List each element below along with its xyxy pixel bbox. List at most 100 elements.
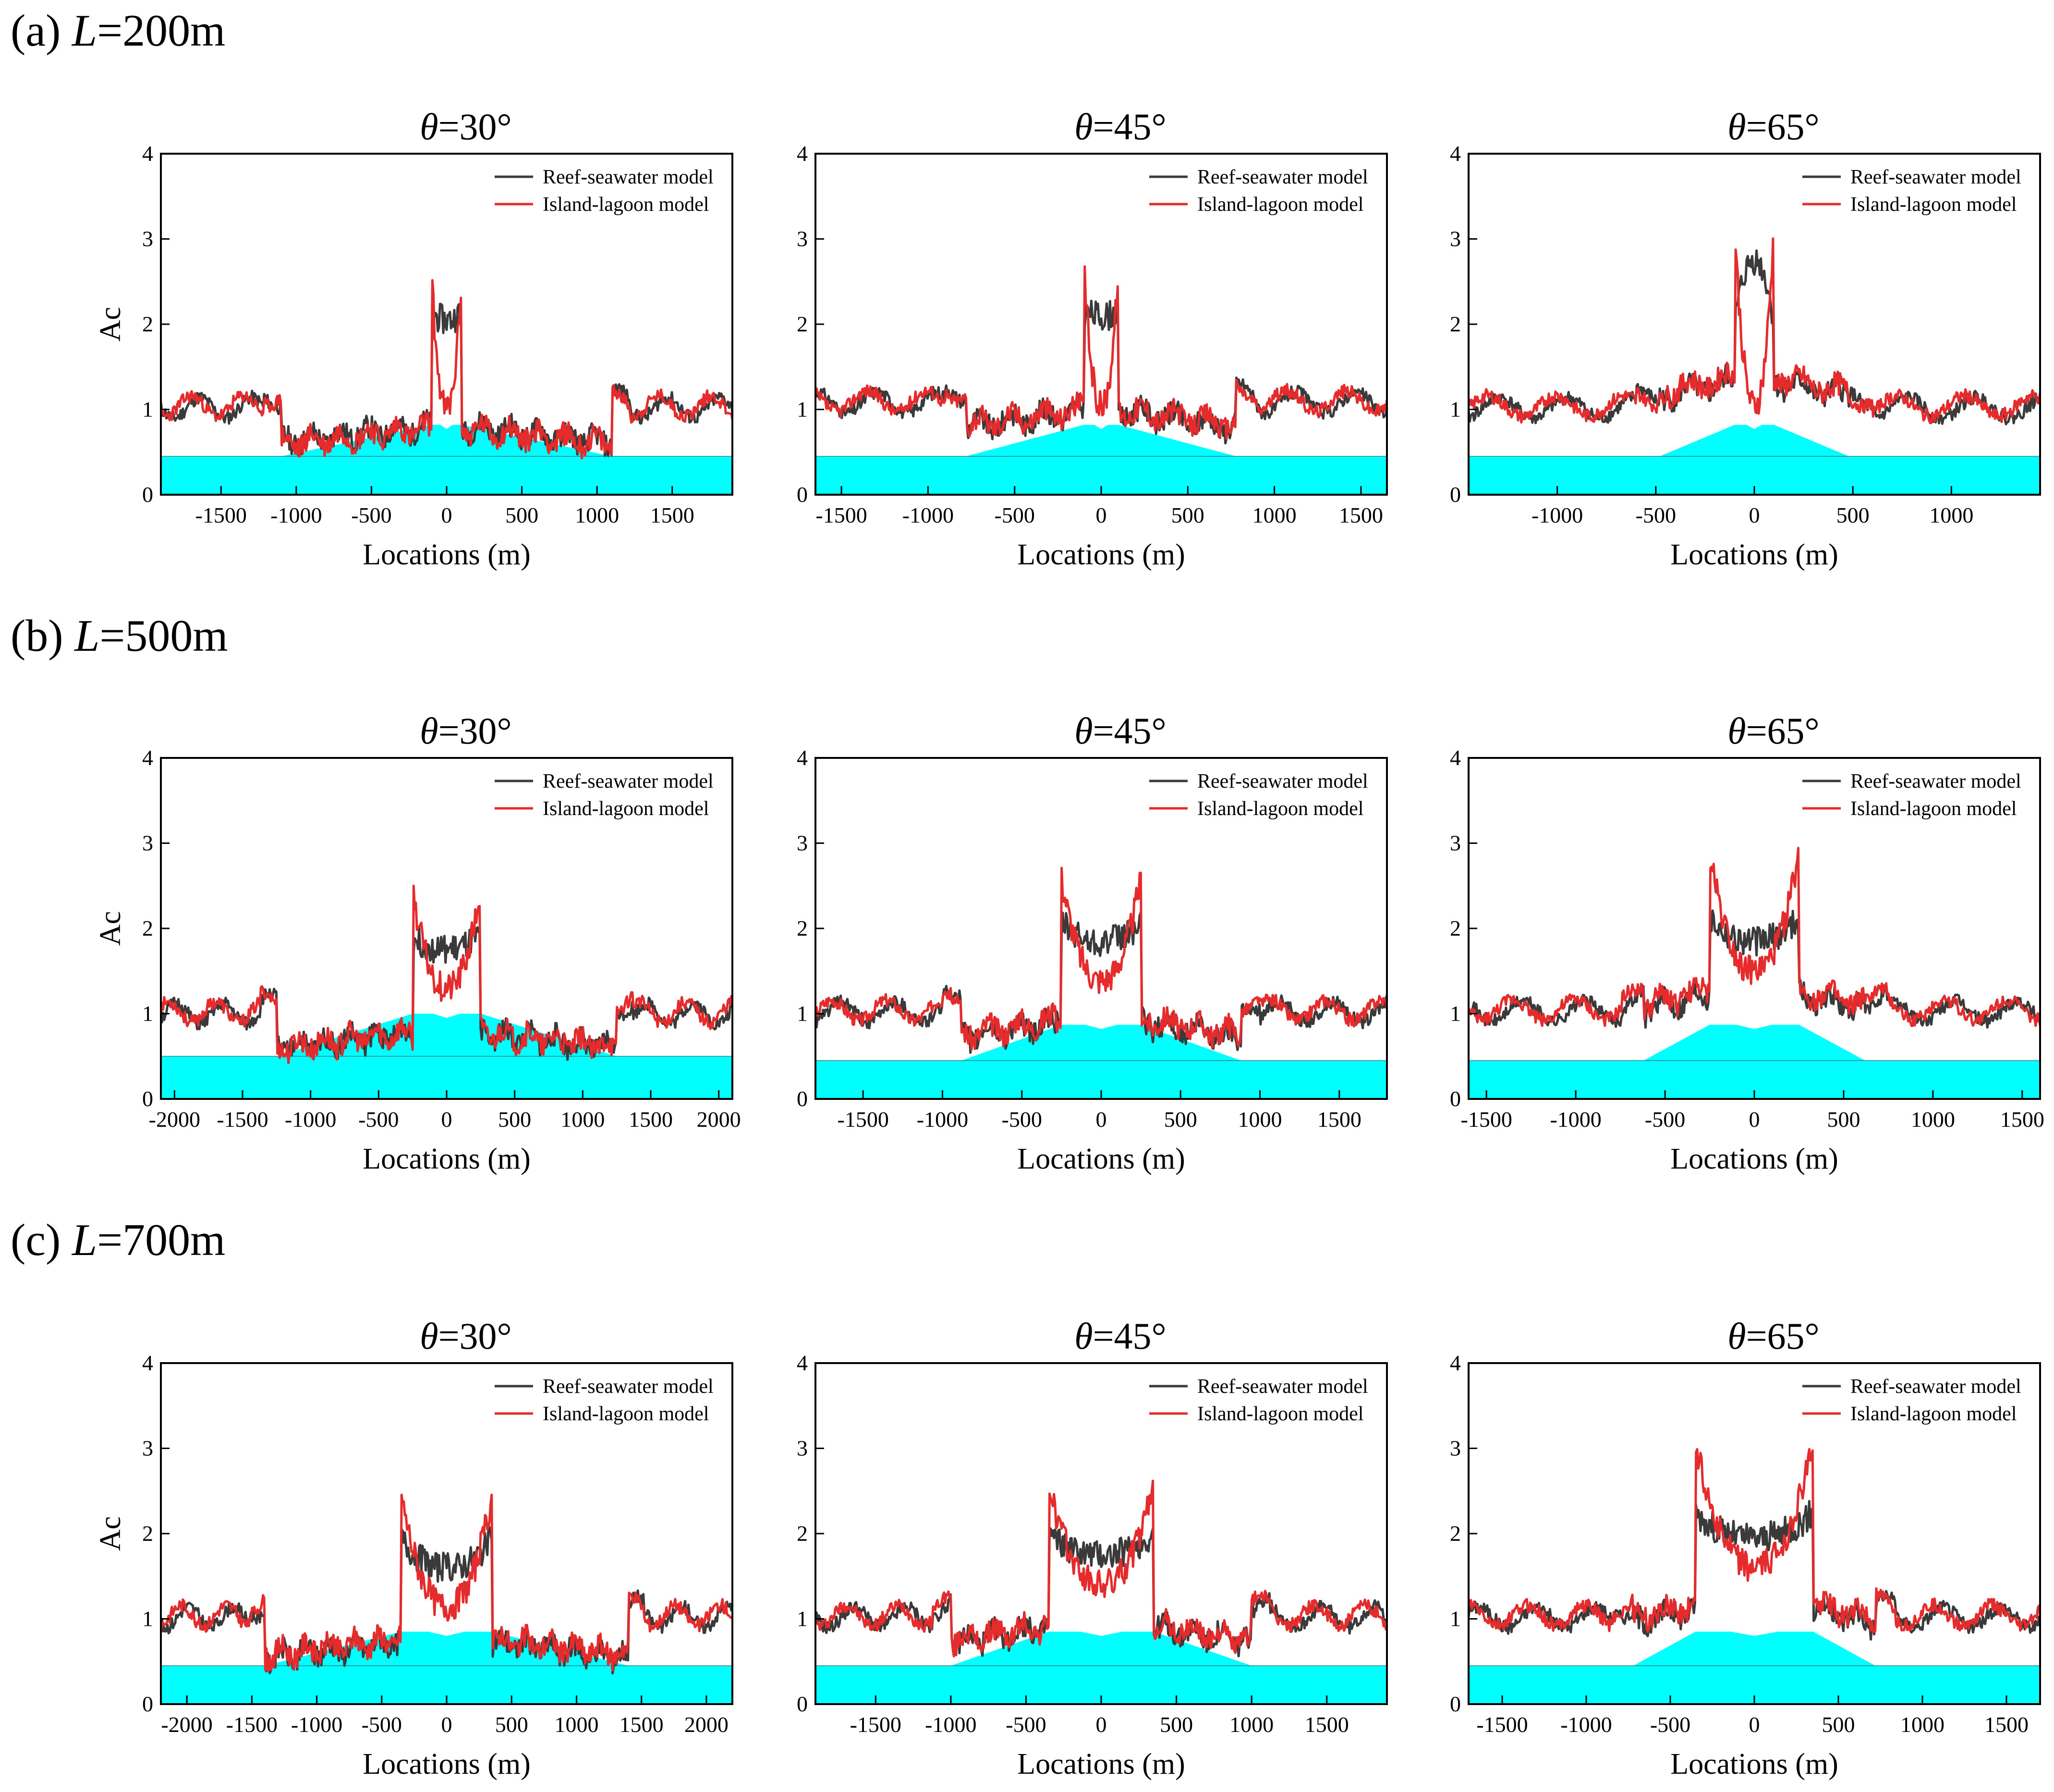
island-lagoon-series: [161, 884, 732, 1064]
x-tick-label: 1000: [1911, 1107, 1955, 1132]
panel-title: θ=65°: [1727, 710, 1820, 752]
x-tick-label: 500: [498, 1107, 531, 1132]
reef-seawater-series: [1469, 909, 2040, 1029]
x-tick-label: 1000: [1252, 503, 1297, 527]
x-tick-label: 1000: [1229, 1712, 1274, 1737]
row-label-variable: L: [71, 6, 97, 56]
legend: Reef-seawater model Island-lagoon model: [1802, 1376, 2021, 1425]
x-tick-label: 0: [1096, 1107, 1107, 1132]
y-tick-label: 1: [142, 397, 153, 422]
island-lagoon-series: [1469, 1448, 2040, 1634]
y-tick-label: 4: [1450, 1351, 1461, 1375]
panel-1-1: θ=30° 0 1 2 3 4 -1500 -1000 -500 0 500 1000 1500 Loca…: [94, 106, 733, 571]
reef-profile-fill: [161, 1632, 732, 1704]
legend-reef-label: Reef-seawater model: [1197, 166, 1368, 188]
panel-title: θ=65°: [1727, 106, 1820, 147]
x-tick-label: -1000: [1560, 1712, 1612, 1737]
legend-reef-label: Reef-seawater model: [1850, 1376, 2021, 1398]
x-tick-label: 1000: [554, 1712, 598, 1737]
panel-title: θ=45°: [1074, 106, 1167, 147]
panel-title-value: =65°: [1746, 710, 1820, 752]
x-tick-label: 500: [1160, 1712, 1193, 1737]
panel-title-variable: θ: [1074, 106, 1093, 147]
y-tick-label: 1: [142, 1607, 153, 1631]
plot-area: [1469, 847, 2040, 1099]
y-axis-label: Ac: [94, 911, 127, 946]
y-tick-label: 0: [797, 482, 808, 507]
panel-title-value: =30°: [438, 1315, 512, 1357]
x-tick-label: 1500: [650, 503, 694, 527]
row-label-value: =700m: [97, 1215, 225, 1265]
x-axis-label: Locations (m): [1017, 1143, 1185, 1175]
row-label-value: =500m: [99, 611, 228, 661]
y-tick-label: 4: [1450, 745, 1461, 770]
panel-3-2: θ=45° 0 1 2 3 4 -1500 -1000 -500 0 500 1000 1500 Loca…: [797, 1315, 1388, 1780]
x-tick-label: 1000: [1929, 503, 1973, 527]
legend-lagoon-label: Island-lagoon model: [1850, 798, 2017, 820]
panel-2-1: θ=30° 0 1 2 3 4 -2000 -1500 -1000 -500 0 500 1000 150…: [94, 710, 741, 1175]
x-tick-label: -2000: [161, 1712, 212, 1737]
x-tick-label: -1500: [226, 1712, 278, 1737]
legend: Reef-seawater model Island-lagoon model: [1802, 166, 2021, 216]
panel-title-value: =65°: [1746, 106, 1820, 147]
plot-area: [1469, 237, 2040, 495]
plot-area: [815, 1479, 1387, 1704]
row-label-text: (b) L=500m: [11, 611, 228, 661]
panel-title-value: =30°: [438, 710, 512, 752]
x-axis-label: Locations (m): [1670, 1143, 1838, 1175]
panel-1-2: θ=45° 0 1 2 3 4 -1500 -1000 -500 0 500 1000 1500 Loca…: [797, 106, 1388, 571]
x-tick-label: 1000: [1238, 1107, 1282, 1132]
panel-2-2: θ=45° 0 1 2 3 4 -1500 -1000 -500 0 500 1000 1500 Loca…: [797, 710, 1388, 1175]
y-tick-label: 2: [797, 1521, 808, 1546]
panel-1-3: θ=65° 0 1 2 3 4 -1000 -500 0 500 1000 Locations (m)…: [1450, 106, 2041, 571]
row-label-prefix: (b): [11, 611, 74, 661]
x-tick-label: -1500: [850, 1712, 901, 1737]
x-tick-label: -500: [1636, 503, 1676, 527]
legend: Reef-seawater model Island-lagoon model: [1802, 770, 2021, 820]
row-label-prefix: (a): [11, 6, 72, 56]
x-tick-label: 0: [1096, 503, 1107, 527]
reef-profile-fill: [161, 425, 732, 495]
legend-lagoon-label: Island-lagoon model: [1850, 194, 2017, 216]
plot-area: [815, 265, 1387, 495]
x-tick-label: -500: [358, 1107, 399, 1132]
panel-title-variable: θ: [1727, 1315, 1746, 1357]
x-tick-label: -1500: [1461, 1107, 1512, 1132]
legend-lagoon-label: Island-lagoon model: [543, 798, 709, 820]
y-axis-label: Ac: [94, 1516, 127, 1551]
x-tick-label: 1500: [2000, 1107, 2044, 1132]
panel-title-value: =30°: [438, 106, 512, 147]
y-tick-label: 3: [142, 1436, 153, 1461]
x-tick-label: 0: [1749, 1712, 1760, 1737]
x-tick-label: 0: [441, 503, 452, 527]
x-tick-label: 500: [505, 503, 538, 527]
panel-title-value: =45°: [1093, 710, 1167, 752]
legend-reef-label: Reef-seawater model: [1850, 166, 2021, 188]
x-tick-label: 500: [1827, 1107, 1860, 1132]
reef-profile-fill: [1469, 1024, 2040, 1099]
x-tick-label: -1500: [217, 1107, 268, 1132]
y-tick-label: 0: [1450, 1086, 1461, 1111]
panel-title: θ=30°: [420, 1315, 512, 1357]
panel-title-variable: θ: [420, 710, 438, 752]
x-tick-label: 1000: [1900, 1712, 1945, 1737]
plot-area: [161, 884, 732, 1099]
y-tick-label: 3: [1450, 227, 1461, 251]
row-label-text: (c) L=700m: [11, 1215, 225, 1265]
legend-reef-label: Reef-seawater model: [1850, 770, 2021, 792]
panel-title: θ=30°: [420, 710, 512, 752]
x-tick-label: -1000: [291, 1712, 342, 1737]
y-tick-label: 4: [142, 745, 153, 770]
row-label-value: =200m: [97, 6, 225, 56]
y-tick-label: 4: [1450, 141, 1461, 166]
x-axis-label: Locations (m): [363, 538, 531, 571]
x-tick-label: 1000: [560, 1107, 605, 1132]
y-tick-label: 2: [1450, 1521, 1461, 1546]
legend-reef-label: Reef-seawater model: [1197, 1376, 1368, 1398]
x-tick-label: 0: [1749, 503, 1760, 527]
x-tick-label: -1500: [838, 1107, 889, 1132]
x-tick-label: -1000: [1531, 503, 1583, 527]
y-tick-label: 0: [1450, 482, 1461, 507]
y-tick-label: 2: [142, 312, 153, 336]
y-tick-label: 0: [797, 1692, 808, 1716]
